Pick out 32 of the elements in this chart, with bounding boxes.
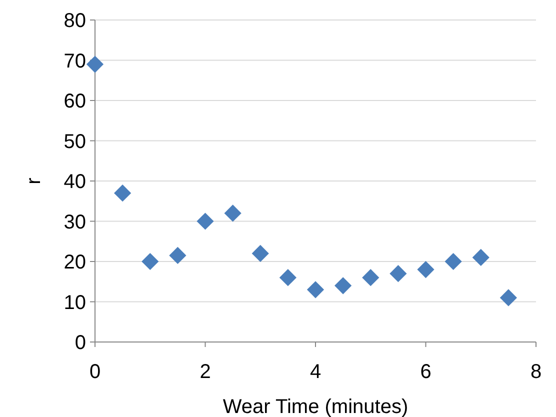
point bbox=[417, 261, 434, 278]
point bbox=[252, 244, 269, 262]
x-axis-title: Wear Time (minutes) bbox=[222, 396, 408, 417]
point bbox=[142, 252, 159, 270]
y-tick-label: 60 bbox=[64, 90, 86, 112]
x-tick-label: 4 bbox=[310, 361, 322, 383]
y-axis-title: r bbox=[23, 177, 45, 184]
point bbox=[196, 212, 214, 230]
y-tick-label: 50 bbox=[64, 130, 86, 153]
y-tick-label: 30 bbox=[64, 211, 86, 234]
point bbox=[279, 269, 296, 286]
y-tick-label: 80 bbox=[64, 10, 86, 32]
x-tick-label: 8 bbox=[530, 361, 542, 383]
y-tick-label: 0 bbox=[74, 332, 86, 354]
y-tick-label: 20 bbox=[64, 252, 86, 274]
point bbox=[444, 252, 462, 270]
point bbox=[169, 246, 186, 264]
point bbox=[500, 289, 517, 306]
point bbox=[334, 277, 352, 294]
x-tick-label: 0 bbox=[89, 361, 101, 383]
y-tick-label: 70 bbox=[64, 50, 86, 72]
point bbox=[362, 269, 380, 286]
point bbox=[472, 248, 490, 266]
y-tick-label: 10 bbox=[64, 292, 86, 314]
y-tick-label: 40 bbox=[64, 171, 86, 193]
point bbox=[224, 204, 242, 222]
point bbox=[306, 281, 324, 298]
x-tick-label: 2 bbox=[200, 361, 211, 383]
point bbox=[390, 265, 407, 282]
x-tick-label: 6 bbox=[420, 361, 432, 383]
point bbox=[114, 184, 132, 202]
point bbox=[86, 56, 104, 73]
